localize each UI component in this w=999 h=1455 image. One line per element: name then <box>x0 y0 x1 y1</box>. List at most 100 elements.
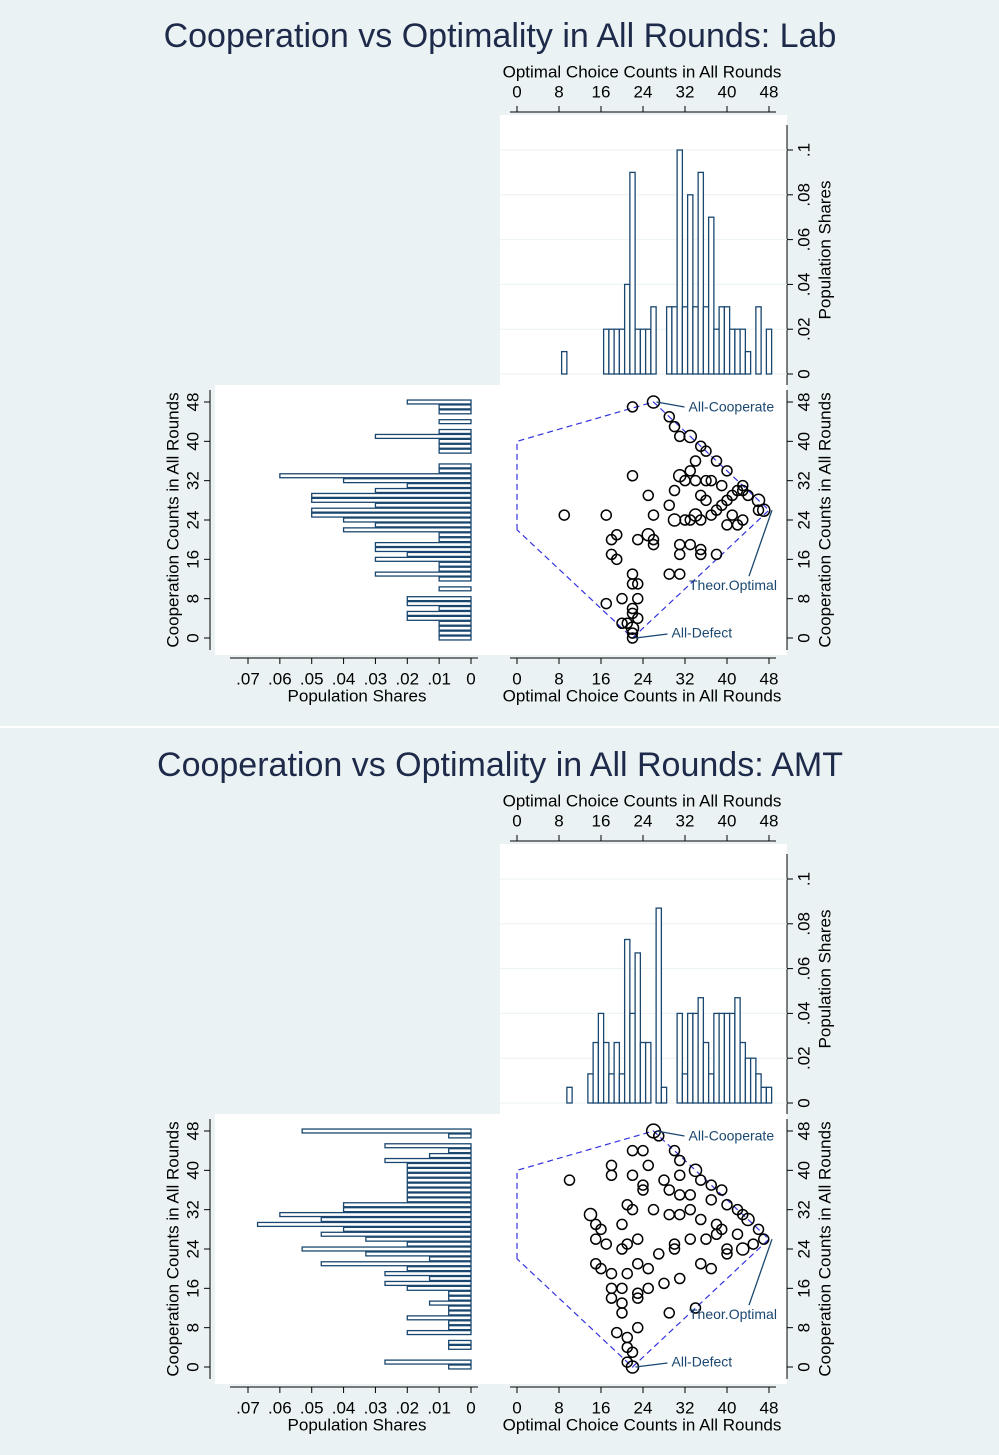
x-tick-label: 0 <box>512 669 521 688</box>
y-tick-label: .06 <box>794 228 813 252</box>
annotation-arrow <box>656 401 685 408</box>
bar <box>760 1086 768 1104</box>
x-tick-label: .03 <box>364 669 388 688</box>
y-tick-label: .04 <box>794 1002 813 1026</box>
point <box>621 1267 633 1280</box>
point <box>626 627 639 639</box>
bar <box>702 306 710 375</box>
bar <box>374 546 472 553</box>
point <box>663 411 675 423</box>
bar <box>438 419 472 425</box>
bar <box>342 527 472 533</box>
y-tick-label: .02 <box>794 317 813 341</box>
x-tick-label: 24 <box>634 1398 653 1417</box>
bar <box>739 1041 747 1104</box>
bar <box>448 1339 472 1346</box>
bar <box>342 1207 472 1213</box>
point <box>621 617 633 629</box>
bar <box>634 952 642 1104</box>
y-tick-label: 24 <box>794 511 813 530</box>
point <box>626 1346 639 1358</box>
bar <box>438 438 472 444</box>
bar <box>374 571 472 577</box>
bar <box>650 306 657 375</box>
point <box>752 504 765 516</box>
x-tick-label: .01 <box>427 669 451 688</box>
bar <box>374 502 472 508</box>
bar <box>448 1310 472 1316</box>
point <box>600 1238 612 1250</box>
y-tick-label: 0 <box>794 1098 813 1107</box>
point <box>735 1242 750 1256</box>
x-tick-label: 40 <box>718 811 737 830</box>
point <box>752 1223 765 1236</box>
x-tick-label: 0 <box>512 82 521 101</box>
x-tick-label: .05 <box>300 669 324 688</box>
point <box>695 543 707 556</box>
y-tick-label: 0 <box>794 633 813 642</box>
point <box>616 592 628 605</box>
point <box>621 1356 633 1368</box>
point <box>658 1277 670 1290</box>
bar <box>384 1280 472 1287</box>
x-tick-label: 24 <box>634 811 653 830</box>
point <box>700 474 712 487</box>
bar <box>384 1157 472 1164</box>
point <box>647 533 660 546</box>
point <box>674 1154 686 1167</box>
point <box>716 479 728 492</box>
bar <box>438 409 472 415</box>
bar <box>765 328 773 375</box>
point <box>721 1243 733 1255</box>
bar <box>406 1285 472 1291</box>
bar <box>723 1012 731 1104</box>
bar <box>279 1211 472 1218</box>
point <box>689 455 702 467</box>
bar <box>320 1216 472 1223</box>
bar <box>566 1086 573 1104</box>
bar <box>406 615 472 621</box>
bar <box>384 1359 472 1365</box>
x-tick-label: 8 <box>554 1398 563 1417</box>
y-axis-title: Population Shares <box>815 910 834 1049</box>
point <box>663 1208 675 1221</box>
point <box>632 578 644 590</box>
y-tick-label: .1 <box>794 143 813 157</box>
bar <box>608 1073 615 1104</box>
y-axis-title: Cooperation Counts in All Rounds <box>815 392 834 647</box>
x-tick-label: 16 <box>592 811 611 830</box>
y-tick-label: 16 <box>794 1279 813 1298</box>
point <box>642 489 654 502</box>
point <box>668 420 681 433</box>
bar <box>406 482 472 489</box>
y-tick-label: .08 <box>794 912 813 936</box>
point <box>705 509 717 521</box>
x-tick-label: 24 <box>634 669 653 688</box>
bar <box>728 1012 736 1104</box>
bar <box>384 1270 472 1277</box>
bar <box>676 1012 684 1104</box>
bar <box>342 1226 472 1232</box>
point <box>621 1199 633 1211</box>
point <box>688 1163 703 1178</box>
bar <box>723 306 731 375</box>
bar <box>448 1320 472 1326</box>
point <box>674 1272 686 1285</box>
point <box>626 1169 639 1181</box>
point <box>590 1233 602 1245</box>
bar <box>311 507 472 513</box>
frontier <box>516 1130 770 1368</box>
y-tick-label: 48 <box>183 1122 202 1141</box>
point <box>600 597 612 610</box>
y-tick-label: .1 <box>794 872 813 886</box>
point <box>700 494 712 507</box>
x-tick-label: .02 <box>395 669 419 688</box>
y-tick-label: 40 <box>794 432 813 451</box>
y-tick-label: 48 <box>794 1122 813 1141</box>
point <box>683 429 698 444</box>
bar <box>428 1256 472 1262</box>
bar <box>560 350 568 375</box>
point <box>695 1174 707 1186</box>
point <box>737 514 749 526</box>
y-tick-label: 8 <box>183 1323 202 1332</box>
